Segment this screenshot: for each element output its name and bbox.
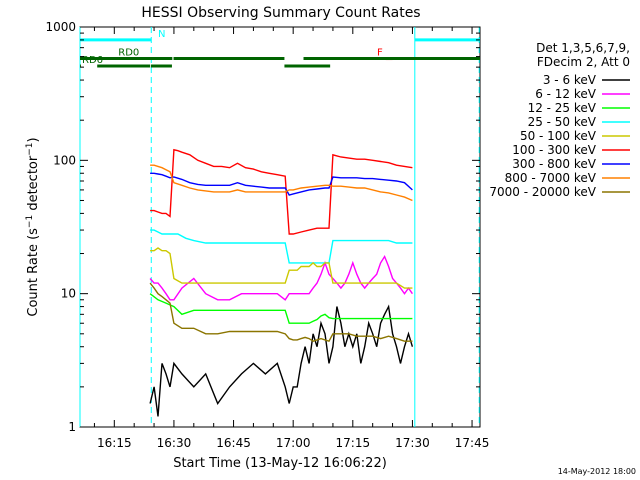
legend-label: 25 - 50 keV xyxy=(528,115,597,129)
x-tick-label: 17:00 xyxy=(276,436,311,450)
series-line xyxy=(150,172,413,196)
legend-label: 300 - 800 keV xyxy=(512,157,596,171)
x-tick-label: 17:45 xyxy=(455,436,490,450)
series-line xyxy=(149,293,413,324)
series-line xyxy=(150,247,413,289)
y-tick-label: 1000 xyxy=(45,20,76,34)
y-axis-label-exponent: −1 xyxy=(25,215,35,228)
x-tick-label: 17:30 xyxy=(395,436,430,450)
interval-label: F xyxy=(377,48,383,59)
vertical-markers xyxy=(79,27,480,427)
x-axis-ticks: 16:15 16:30 16:45 17:00 17:15 17:30 17:45 xyxy=(93,27,490,450)
legend-label: 3 - 6 keV xyxy=(543,73,597,87)
series-line xyxy=(150,164,413,202)
series-line xyxy=(150,229,413,264)
legend-header-line: Det 1,3,5,6,7,9, xyxy=(536,41,630,55)
y-axis-label: Count Rate (s−1 detector−1) xyxy=(25,137,41,316)
x-tick-label: 16:30 xyxy=(157,436,192,450)
y-axis-label-exponent: −1 xyxy=(25,142,35,155)
plot-frame xyxy=(79,26,481,428)
legend-label: 800 - 7000 keV xyxy=(505,171,597,185)
legend-label: 7000 - 20000 keV xyxy=(489,185,596,199)
series-line xyxy=(150,148,413,235)
interval-label: RD0 xyxy=(118,48,139,59)
chart-title: HESSI Observing Summary Count Rates xyxy=(141,5,420,21)
observing-intervals: N F RD0 RD6 xyxy=(80,29,480,68)
series-lines xyxy=(149,148,414,417)
footer-timestamp: 14-May-2012 18:00 xyxy=(558,467,636,476)
y-axis-label-end: ) xyxy=(26,137,41,142)
legend-label: 12 - 25 keV xyxy=(528,101,597,115)
x-axis-label: Start Time (13-May-12 16:06:22) xyxy=(173,456,387,471)
y-tick-label: 100 xyxy=(53,153,76,167)
interval-label: N xyxy=(158,29,165,40)
legend-label: 6 - 12 keV xyxy=(535,87,597,101)
y-axis-ticks: 1 10 100 1000 xyxy=(45,20,480,434)
x-tick-label: 17:15 xyxy=(336,436,371,450)
series-line xyxy=(149,254,413,301)
x-tick-label: 16:15 xyxy=(97,436,132,450)
y-tick-label: 10 xyxy=(61,287,76,301)
interval-label: RD6 xyxy=(82,55,103,66)
legend-header-line: FDecim 2, Att 0 xyxy=(537,55,630,69)
x-tick-label: 16:45 xyxy=(216,436,251,450)
legend-label: 100 - 300 keV xyxy=(512,143,596,157)
series-line xyxy=(149,282,413,343)
legend: Det 1,3,5,6,7,9, FDecim 2, Att 0 3 - 6 k… xyxy=(489,41,630,199)
legend-label: 50 - 100 keV xyxy=(520,129,597,143)
y-tick-label: 1 xyxy=(68,420,76,434)
series-line xyxy=(149,304,414,417)
y-axis-label-main: Count Rate (s xyxy=(26,228,41,317)
y-axis-label-mid: detector xyxy=(26,155,41,215)
